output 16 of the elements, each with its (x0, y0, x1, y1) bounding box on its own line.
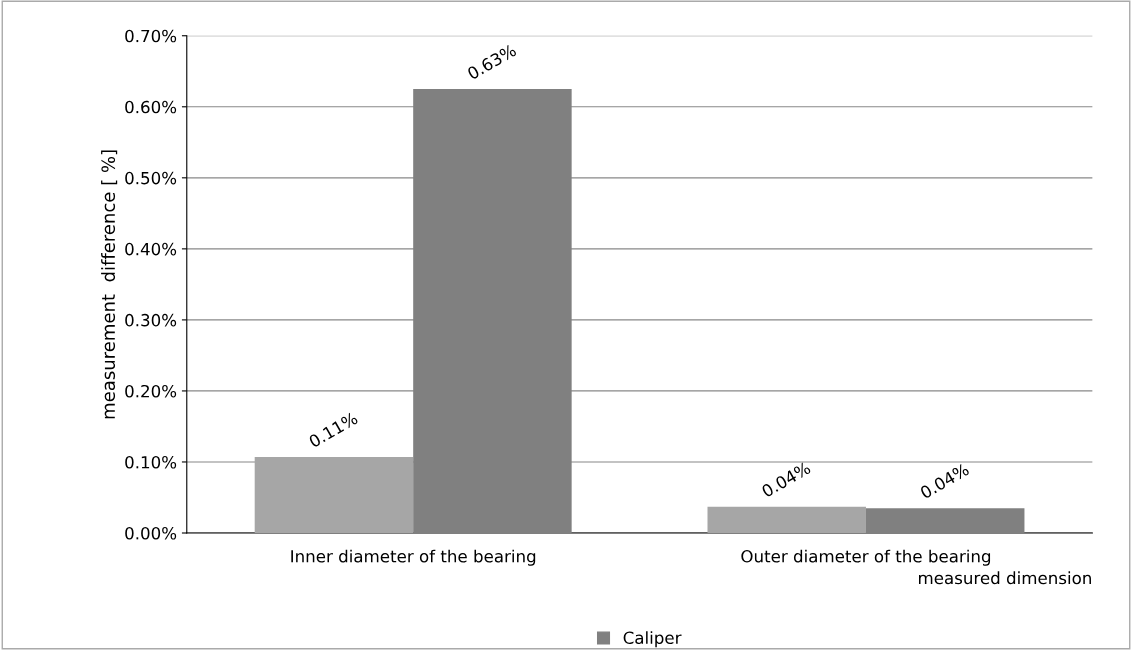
y-tick-label: 0.40% (125, 242, 177, 256)
bar (865, 508, 1025, 533)
y-tick-label: 0.30% (125, 313, 177, 327)
x-axis-title: measured dimension (919, 571, 1091, 585)
bar (254, 456, 414, 533)
legend-label: Caliper (623, 631, 682, 648)
y-tick-label: 0.00% (125, 526, 177, 540)
y-tick-label: 0.60% (125, 100, 177, 114)
x-tick-label: Outer diameter of the bearing (741, 549, 991, 566)
y-tick-label: 0.20% (125, 384, 177, 398)
y-tick-label: 0.50% (125, 171, 177, 185)
y-axis-title: measurement difference [ %] (101, 150, 118, 419)
bar (707, 506, 866, 533)
y-tick-label: 0.10% (125, 455, 177, 469)
x-tick-label: Inner diameter of the bearing (291, 549, 536, 566)
y-tick-label: 0.70% (125, 29, 177, 43)
